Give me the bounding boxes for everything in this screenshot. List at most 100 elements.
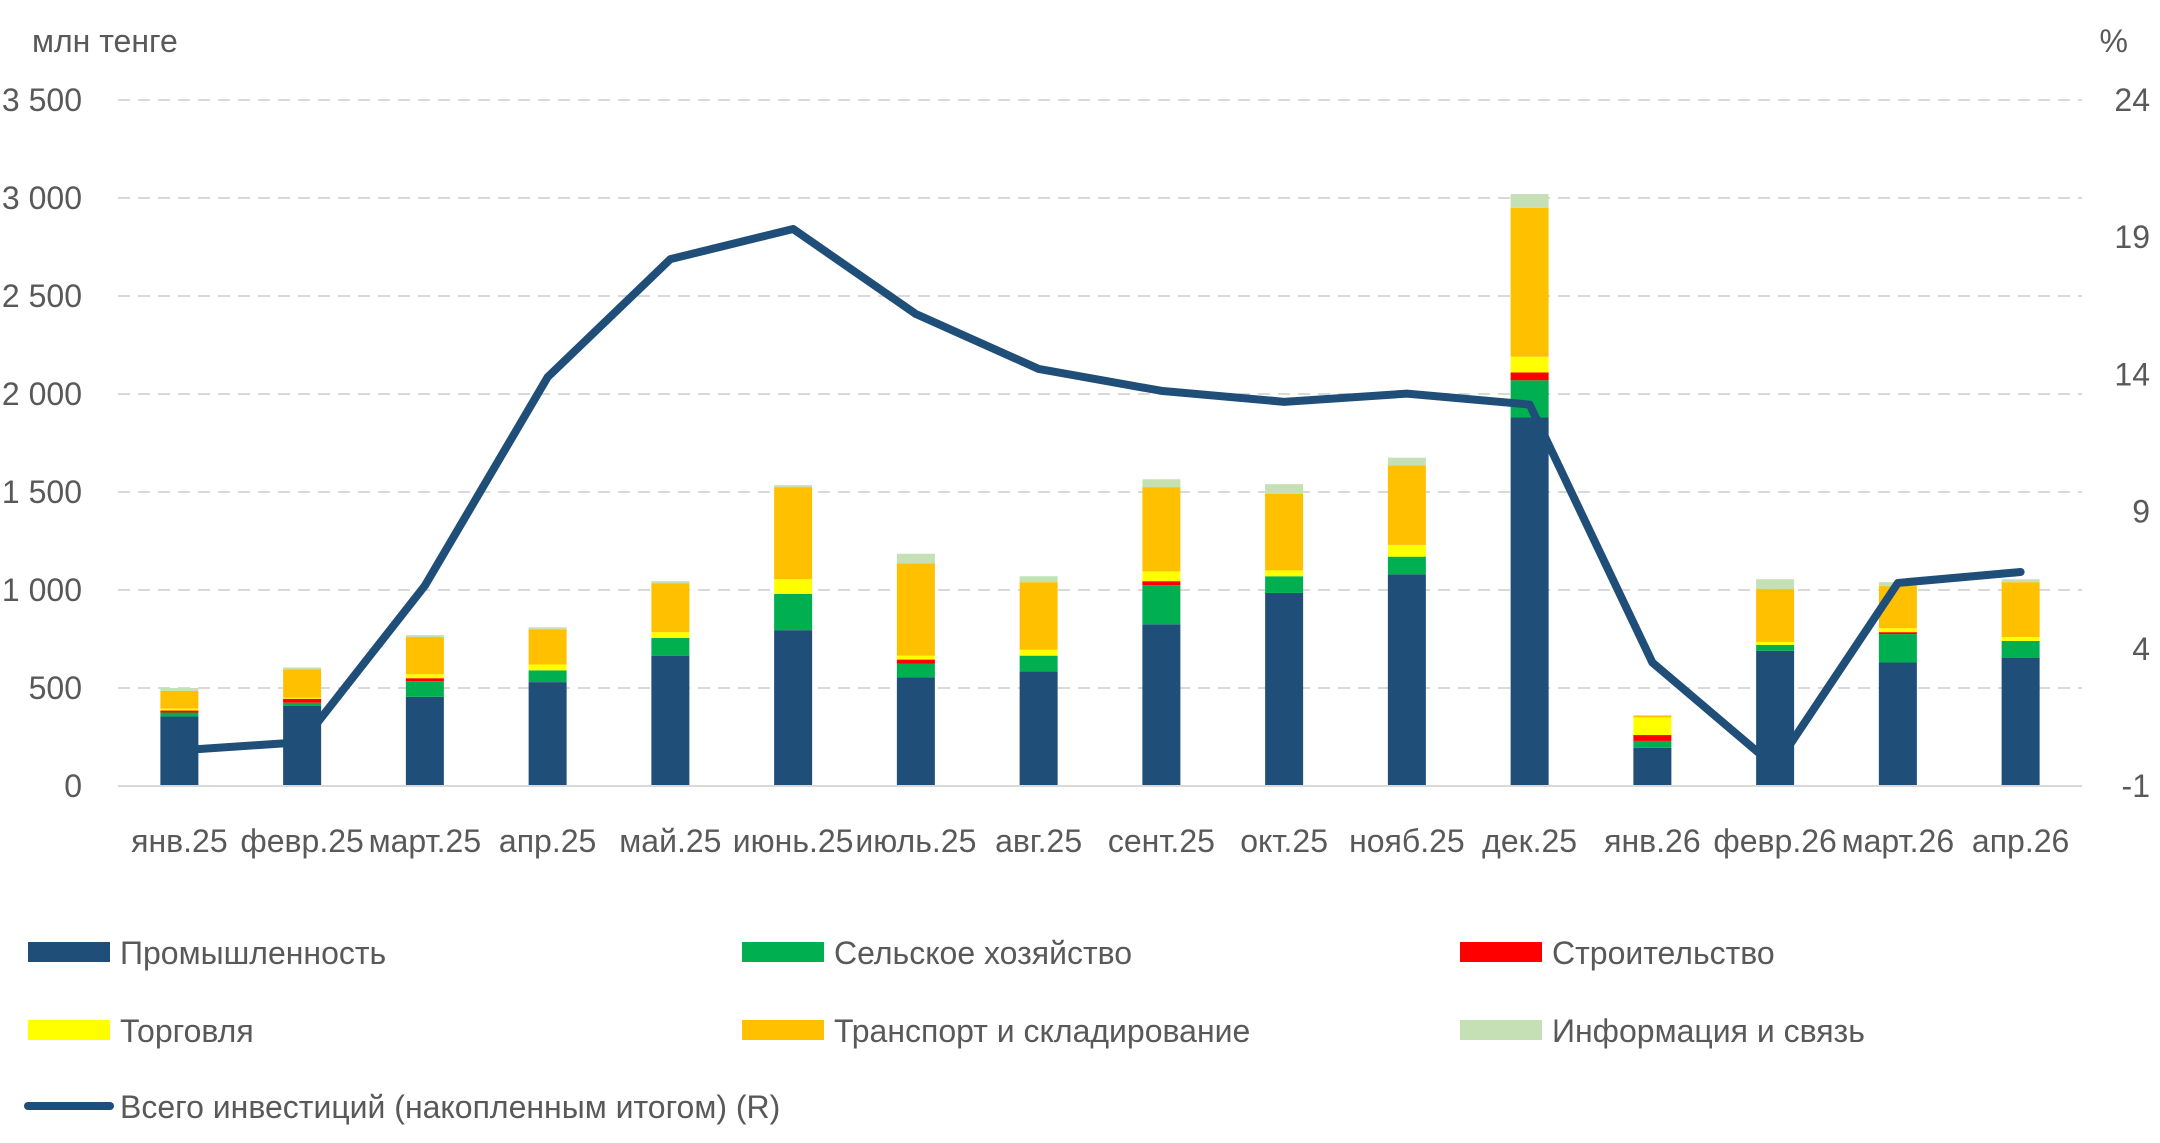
legend-swatch (1460, 1020, 1542, 1040)
bar-segment (1387, 544, 1426, 557)
bar-segment (283, 702, 322, 706)
bar-segment (2001, 657, 2040, 786)
y-tick-label: 2 000 (2, 376, 82, 412)
bar-segment (2001, 637, 2040, 641)
y-tick-label: 3 500 (2, 82, 82, 118)
bar-segment (1878, 628, 1917, 633)
bar-segment (1387, 574, 1426, 786)
y-tick-label: 1 000 (2, 572, 82, 608)
bar-segment (283, 667, 322, 670)
bar-segment (1878, 662, 1917, 786)
legend-swatch (28, 1020, 110, 1040)
x-tick-label: март.26 (1842, 823, 1954, 859)
x-tick-label: май.25 (619, 823, 721, 859)
bar-segment (1510, 194, 1549, 208)
bar-segment (1387, 465, 1426, 545)
bar-segment (1510, 417, 1549, 786)
x-tick-label: июль.25 (855, 823, 976, 859)
bar-segment (2001, 640, 2040, 658)
legend-label: Промышленность (120, 935, 386, 971)
x-tick-label: янв.25 (131, 823, 227, 859)
bar-segment (1756, 641, 1795, 645)
bar-segment (896, 655, 935, 660)
legend-label: Транспорт и складирование (834, 1013, 1250, 1049)
bar-segment (896, 553, 935, 564)
y2-tick-label: 19 (2114, 219, 2150, 255)
x-axis-ticks: янв.25 февр.25 март.25 апр.25 май.25 июнь.25 и… (131, 823, 2069, 859)
bar-segment (1265, 493, 1304, 571)
bar-segment (1878, 634, 1917, 663)
bar-segment (1265, 576, 1304, 593)
bar-segment (1878, 632, 1917, 635)
bar-segment (1633, 747, 1672, 786)
bar-segment (896, 677, 935, 786)
y-axis-left-title: млн тенге (32, 23, 178, 59)
x-tick-label: дек.25 (1482, 823, 1577, 859)
bar-segment (774, 487, 813, 580)
bar-segment (1387, 457, 1426, 466)
bar-segment (1142, 585, 1181, 625)
bar-segment (1019, 649, 1058, 656)
line-point (1283, 401, 1285, 403)
bar-segment (1142, 487, 1181, 572)
legend-label: Строительство (1552, 935, 1775, 971)
y2-tick-label: 4 (2132, 631, 2150, 667)
bar-segment (651, 581, 690, 584)
x-tick-label: июнь.25 (733, 823, 854, 859)
legend-swatch (742, 1020, 824, 1040)
line-point (424, 585, 426, 587)
y-tick-label: 3 000 (2, 180, 82, 216)
bar-segment (528, 664, 567, 671)
x-tick-label: февр.26 (1713, 823, 1836, 859)
x-tick-label: апр.25 (499, 823, 596, 859)
bar-segment (1265, 570, 1304, 577)
bar-segment (1019, 576, 1058, 583)
legend-swatch (1460, 942, 1542, 962)
bar-segment (1142, 479, 1181, 488)
y-tick-label: 500 (29, 670, 82, 706)
bar-segment (896, 563, 935, 656)
total-investment-line (175, 224, 2025, 771)
y2-tick-label: 24 (2114, 82, 2150, 118)
bar-segment (1265, 592, 1304, 786)
line-point (1897, 582, 1899, 584)
bar-segment (774, 593, 813, 631)
bar-segment (283, 697, 322, 699)
bar-segment (528, 629, 567, 665)
stacked-bars (160, 194, 2040, 786)
y2-tick-label: 9 (2132, 494, 2150, 530)
legend-label: Всего инвестиций (накопленным итогом) (R… (120, 1089, 780, 1125)
line-point (1529, 404, 1531, 406)
x-tick-label: нояб.25 (1349, 823, 1465, 859)
bar-segment (283, 698, 322, 703)
bar-segment (160, 690, 199, 709)
x-tick-label: янв.26 (1604, 823, 1700, 859)
bar-segment (774, 579, 813, 594)
line-point (1774, 766, 1776, 768)
bar-segment (651, 655, 690, 786)
bar-segment (1142, 571, 1181, 582)
bar-segment (2001, 582, 2040, 638)
y-tick-label: 0 (64, 768, 82, 804)
x-tick-label: март.25 (369, 823, 481, 859)
bar-segment (528, 627, 567, 630)
line-point (178, 749, 180, 751)
y-tick-label: 1 500 (2, 474, 82, 510)
line-point (1406, 393, 1408, 395)
bar-segment (896, 659, 935, 664)
x-tick-label: окт.25 (1240, 823, 1328, 859)
bar-segment (405, 681, 444, 697)
line-point (301, 741, 303, 743)
bar-segment (1633, 715, 1672, 718)
bar-segment (1019, 671, 1058, 786)
legend-swatch (742, 942, 824, 962)
bar-segment (1019, 655, 1058, 672)
x-tick-label: авг.25 (995, 823, 1082, 859)
y-axis-right-title: % (2100, 23, 2128, 59)
bar-segment (160, 712, 199, 717)
bar-segment (1756, 589, 1795, 642)
bar-segment (1633, 717, 1672, 736)
bar-segment (1265, 484, 1304, 494)
y2-tick-label: 14 (2114, 356, 2150, 392)
